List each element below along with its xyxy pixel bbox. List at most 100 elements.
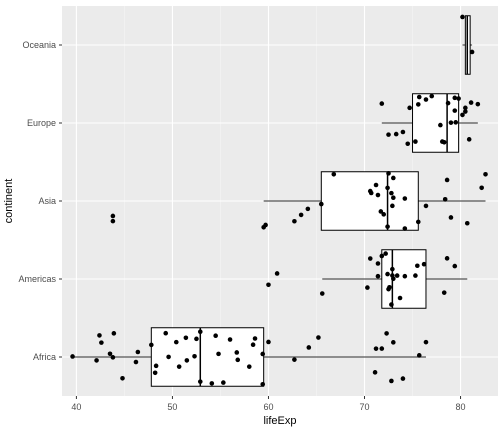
data-point [176, 364, 182, 369]
data-point [331, 171, 337, 177]
data-point [421, 261, 427, 267]
data-point [393, 131, 399, 137]
data-point [274, 271, 280, 276]
data-point [413, 273, 418, 278]
x-tick-label: 70 [360, 402, 370, 412]
data-point [149, 342, 154, 348]
data-point [107, 351, 113, 357]
data-point [460, 14, 465, 20]
data-point [221, 380, 226, 385]
data-point [260, 381, 266, 387]
data-point [263, 222, 268, 228]
data-point [390, 203, 395, 209]
data-point [319, 291, 325, 296]
data-point [384, 331, 389, 336]
data-point [97, 333, 102, 338]
data-point [184, 358, 190, 363]
data-point [407, 105, 412, 111]
data-point [386, 171, 391, 176]
data-point [394, 273, 400, 278]
data-point [316, 335, 321, 340]
x-tick-label: 60 [263, 402, 273, 412]
data-point [120, 375, 125, 381]
data-point [389, 190, 394, 196]
data-point [405, 141, 411, 147]
data-point [416, 353, 422, 358]
data-point [448, 215, 454, 220]
data-point [375, 192, 381, 198]
data-point [166, 354, 171, 360]
data-point [298, 212, 304, 218]
data-point [385, 271, 390, 277]
data-point [292, 357, 297, 362]
data-point [389, 302, 394, 307]
x-axis-title: lifeExp [263, 415, 296, 427]
data-point [385, 224, 390, 229]
data-point [389, 378, 394, 384]
data-point [305, 206, 311, 212]
y-tick-label: Europe [27, 118, 56, 128]
data-point [391, 276, 396, 282]
data-point [367, 256, 373, 261]
data-point [386, 132, 391, 137]
data-point [402, 226, 408, 231]
data-point [234, 350, 240, 355]
data-point [99, 340, 104, 345]
data-point [391, 340, 396, 345]
data-point [452, 95, 458, 101]
x-axis: 40 50 60 70 80 [71, 396, 466, 412]
data-point [227, 337, 233, 342]
data-point [111, 331, 117, 336]
data-point [375, 261, 381, 266]
data-point [391, 175, 396, 181]
y-axis: Africa Americas Asia Europe Oceania [18, 40, 62, 362]
data-point [163, 330, 169, 336]
data-point [423, 203, 429, 209]
data-point [479, 185, 484, 191]
data-point [442, 196, 448, 202]
data-point [390, 266, 395, 272]
data-point [197, 329, 203, 335]
data-point [397, 295, 403, 301]
y-tick-label: Africa [33, 352, 56, 362]
data-point [153, 363, 159, 369]
y-tick-label: Oceania [22, 40, 56, 50]
data-point [444, 177, 450, 183]
data-point [110, 213, 116, 219]
y-tick-label: Americas [18, 274, 56, 284]
data-point [379, 101, 385, 106]
data-point [453, 120, 459, 125]
data-point [152, 370, 158, 376]
y-axis-title: continent [3, 179, 15, 224]
data-point [192, 353, 197, 359]
data-point [441, 290, 447, 295]
data-point [183, 335, 189, 341]
data-point [378, 209, 384, 214]
data-point [213, 333, 218, 339]
data-point [469, 49, 475, 55]
data-point [252, 336, 258, 341]
data-point [197, 379, 203, 384]
data-point [456, 96, 461, 101]
data-point [438, 122, 443, 128]
x-tick-label: 80 [456, 402, 466, 412]
whiskers [72, 44, 486, 358]
data-point [400, 129, 406, 135]
data-point [402, 196, 408, 201]
data-point [475, 101, 481, 107]
data-point [463, 109, 468, 114]
data-point [466, 137, 472, 142]
data-point [468, 100, 474, 105]
data-point [135, 349, 141, 355]
data-point [373, 346, 379, 351]
x-tick-label: 50 [167, 402, 177, 412]
data-point [383, 251, 388, 256]
data-point [365, 285, 370, 290]
data-point [133, 359, 139, 365]
data-point [441, 139, 447, 145]
data-point [387, 284, 392, 290]
data-point [460, 112, 465, 118]
data-point [429, 93, 435, 99]
data-point [452, 108, 458, 113]
